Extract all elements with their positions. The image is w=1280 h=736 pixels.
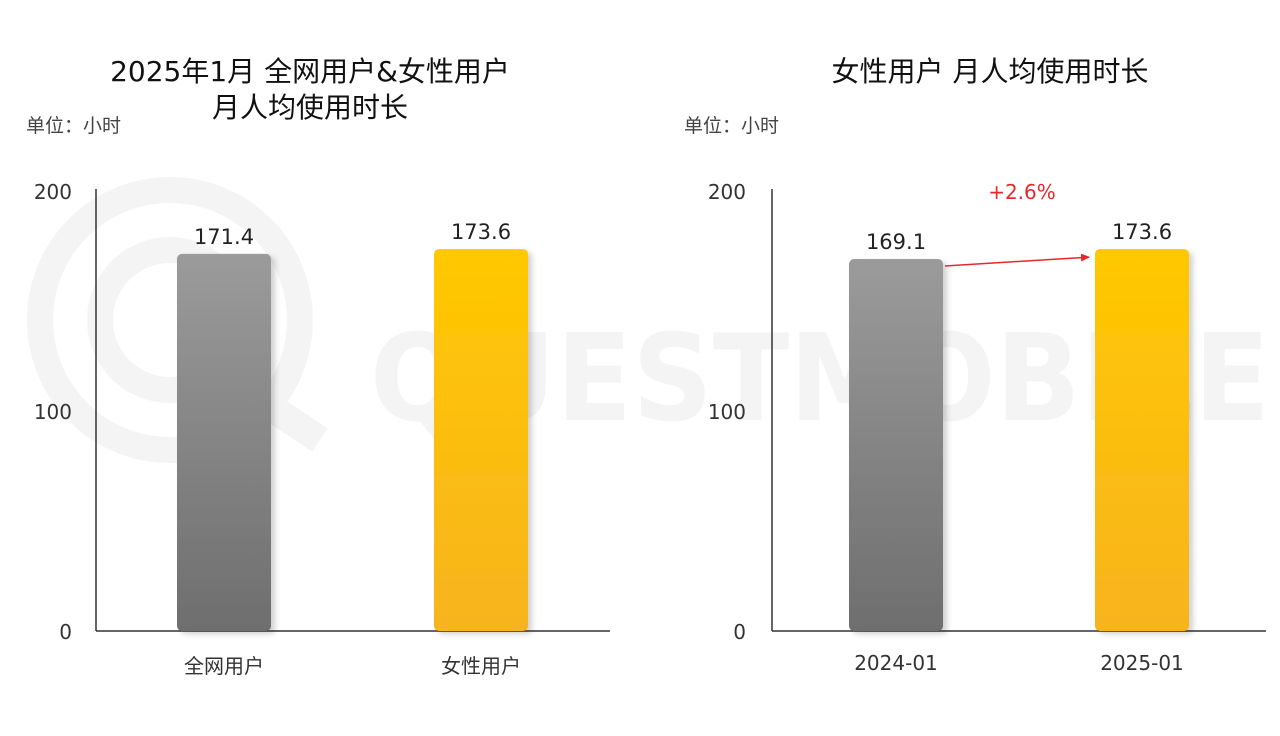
right-category-label-2: 2025-01 [1100,651,1184,675]
left-bar-1 [177,253,271,632]
right-growth-arrow [944,253,1090,267]
left-y-tick-label: 200 [34,180,72,204]
left-y-tick-label: 0 [59,620,72,644]
right-growth-label: +2.6% [988,180,1056,204]
left-value-label-1: 171.4 [194,225,254,249]
right-bar-2 [1095,249,1189,631]
right-y-tick-label: 200 [708,180,746,204]
left-y-tick-label: 100 [34,400,72,424]
right-unit-label: 单位：小时 [684,115,780,137]
left-chart-title-line2: 月人均使用时长 [211,91,408,124]
right-value-label-1: 169.1 [866,230,926,254]
right-chart-title: 女性用户 月人均使用时长 [831,55,1149,88]
left-chart: 0 100 200 171.4 全网用户 173.6 女性用户 [34,180,610,678]
right-bar-1 [849,258,943,631]
right-y-tick-label: 100 [708,400,746,424]
right-chart: 0 100 200 169.1 2024-01 173.6 2025-01 +2.6% [708,180,1266,675]
left-value-label-2: 173.6 [451,220,511,244]
left-chart-title-line1: 2025年1月 全网用户&女性用户 [110,55,510,88]
right-value-label-2: 173.6 [1112,220,1172,244]
right-y-tick-label: 0 [733,620,746,644]
right-category-label-1: 2024-01 [854,651,938,675]
left-bar-2 [434,249,528,631]
left-category-label-1: 全网用户 [184,654,264,678]
watermark-logo-icon [27,177,313,463]
left-unit-label: 单位：小时 [26,115,122,137]
left-category-label-2: 女性用户 [441,654,521,678]
